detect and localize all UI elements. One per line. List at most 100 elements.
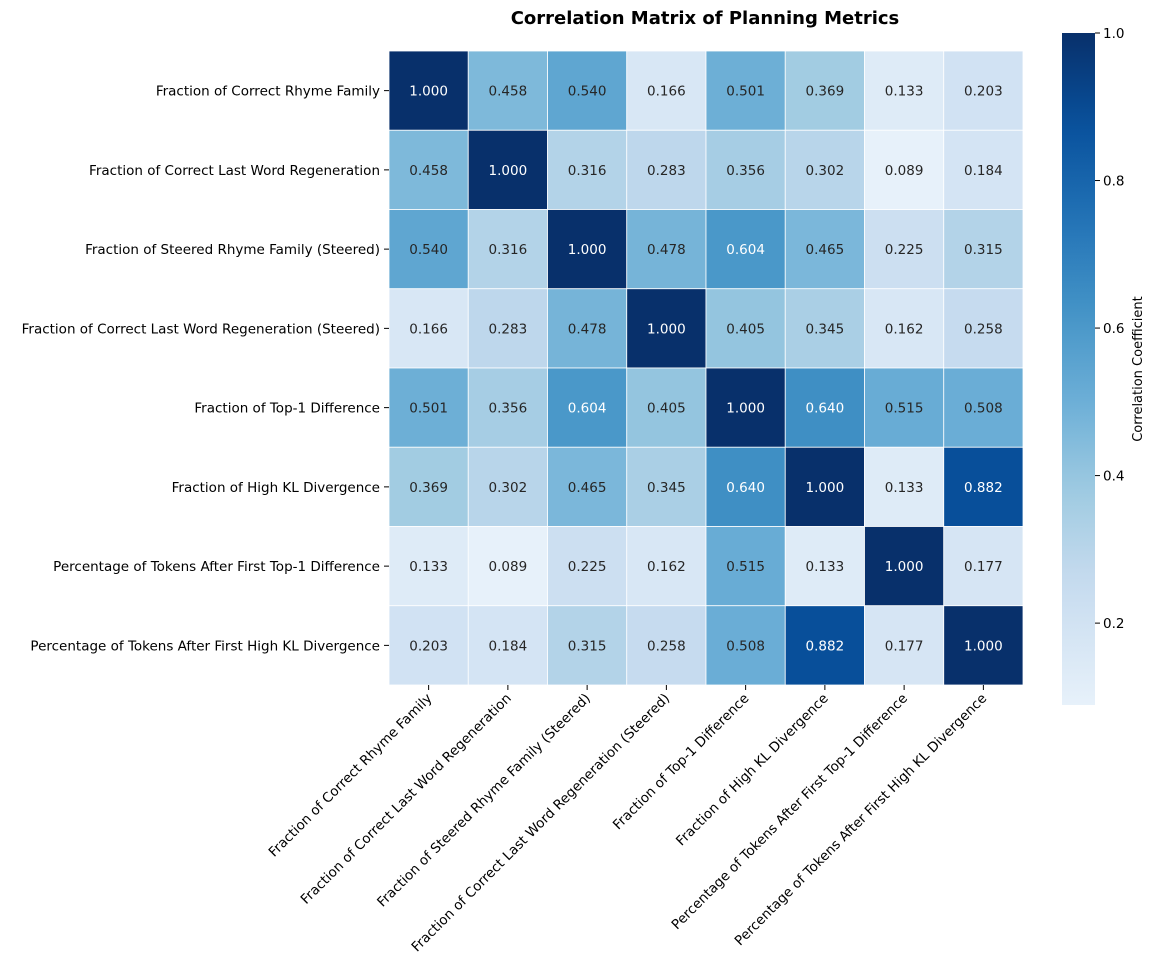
cell-value-label: 0.133 xyxy=(885,84,924,100)
col-labels: Fraction of Correct Rhyme FamilyFraction… xyxy=(266,685,990,956)
heatmap-cell xyxy=(943,526,1024,607)
cell-value-label: 0.315 xyxy=(568,638,607,654)
heatmap-cell xyxy=(943,129,1024,210)
cell-value-label: 1.000 xyxy=(409,84,448,100)
heatmap-cell xyxy=(547,526,628,607)
heatmap-cell xyxy=(547,50,628,131)
x-tick-label: Fraction of Correct Last Word Regenerati… xyxy=(408,691,673,956)
cell-value-label: 0.458 xyxy=(409,163,448,179)
heatmap-cell xyxy=(864,526,945,607)
heatmap-cell xyxy=(705,209,786,290)
heatmap-cells: 1.000 0.458 0.540 0.166 0.501 0.369 0.133 0.203… xyxy=(388,50,1024,686)
heatmap-cell xyxy=(467,209,548,290)
heatmap-cell xyxy=(864,288,945,369)
cell-value-label: 0.345 xyxy=(806,321,845,337)
cell-value-label: 0.501 xyxy=(726,84,765,100)
cell-value-label: 0.133 xyxy=(409,559,448,575)
cell-value-label: 1.000 xyxy=(489,163,528,179)
heatmap-cell xyxy=(388,50,469,131)
heatmap-cell xyxy=(864,129,945,210)
heatmap-cell xyxy=(467,129,548,210)
heatmap-cell xyxy=(784,605,865,686)
cell-value-label: 0.478 xyxy=(568,321,607,337)
cell-value-label: 1.000 xyxy=(885,559,924,575)
cell-value-label: 0.345 xyxy=(647,480,686,496)
cell-value-label: 0.316 xyxy=(489,242,528,258)
cell-value-label: 0.508 xyxy=(964,401,1003,417)
heatmap-cell xyxy=(547,446,628,527)
x-tick-label: Fraction of Correct Rhyme Family xyxy=(266,691,436,861)
heatmap-cell xyxy=(547,209,628,290)
cell-value-label: 0.162 xyxy=(885,321,924,337)
cell-value-label: 0.302 xyxy=(489,480,528,496)
cell-value-label: 1.000 xyxy=(806,480,845,496)
x-tick-label: Fraction of Top-1 Difference xyxy=(610,691,753,834)
cell-value-label: 0.356 xyxy=(489,401,528,417)
heatmap-cell xyxy=(784,526,865,607)
heatmap-cell xyxy=(467,50,548,131)
cell-value-label: 0.177 xyxy=(885,638,924,654)
heatmap-cell xyxy=(705,526,786,607)
heatmap-cell xyxy=(388,526,469,607)
cell-value-label: 0.405 xyxy=(647,401,686,417)
heatmap-cell xyxy=(705,605,786,686)
cell-value-label: 0.465 xyxy=(806,242,845,258)
heatmap-cell xyxy=(864,367,945,448)
colorbar: 0.2 0.4 0.6 0.8 1.0 xyxy=(1062,26,1124,705)
cell-value-label: 0.604 xyxy=(726,242,765,258)
heatmap-cell xyxy=(547,367,628,448)
cell-value-label: 0.604 xyxy=(568,401,607,417)
y-tick-label: Fraction of Steered Rhyme Family (Steere… xyxy=(85,242,380,258)
colorbar-gradient xyxy=(1062,33,1095,705)
heatmap-cell xyxy=(705,367,786,448)
cell-value-label: 0.302 xyxy=(806,163,845,179)
cell-value-label: 0.405 xyxy=(726,321,765,337)
heatmap-cell xyxy=(943,367,1024,448)
heatmap-cell xyxy=(784,50,865,131)
colorbar-tick-label: 0.2 xyxy=(1103,616,1124,632)
cell-value-label: 0.203 xyxy=(964,84,1003,100)
chart-title: Correlation Matrix of Planning Metrics xyxy=(511,8,900,29)
cell-value-label: 0.184 xyxy=(489,638,528,654)
colorbar-tick-label: 0.8 xyxy=(1103,174,1124,190)
heatmap-cell xyxy=(388,288,469,369)
heatmap-cell xyxy=(547,288,628,369)
cell-value-label: 0.458 xyxy=(489,84,528,100)
cell-value-label: 0.225 xyxy=(885,242,924,258)
y-tick-label: Percentage of Tokens After First Top-1 D… xyxy=(53,559,380,575)
cell-value-label: 0.133 xyxy=(885,480,924,496)
heatmap-cell xyxy=(864,209,945,290)
row-labels: Fraction of Correct Rhyme Family Fraction… xyxy=(22,84,389,654)
heatmap-cell xyxy=(467,446,548,527)
heatmap-cell xyxy=(705,288,786,369)
heatmap-cell xyxy=(626,209,707,290)
cell-value-label: 0.515 xyxy=(885,401,924,417)
cell-value-label: 0.465 xyxy=(568,480,607,496)
y-tick-label: Fraction of Correct Last Word Regenerati… xyxy=(89,163,380,179)
cell-value-label: 0.315 xyxy=(964,242,1003,258)
cell-value-label: 0.540 xyxy=(409,242,448,258)
heatmap-cell xyxy=(864,446,945,527)
cell-value-label: 0.501 xyxy=(409,401,448,417)
colorbar-tick-label: 1.0 xyxy=(1103,26,1124,42)
cell-value-label: 1.000 xyxy=(964,638,1003,654)
heatmap-cell xyxy=(626,50,707,131)
heatmap-cell xyxy=(626,129,707,210)
cell-value-label: 0.166 xyxy=(409,321,448,337)
heatmap-cell xyxy=(784,367,865,448)
heatmap-cell xyxy=(784,129,865,210)
cell-value-label: 0.283 xyxy=(489,321,528,337)
cell-value-label: 0.133 xyxy=(806,559,845,575)
colorbar-label: Correlation Coefficient xyxy=(1131,296,1146,442)
x-tick-label: Fraction of High KL Divergence xyxy=(673,691,832,850)
heatmap-cell xyxy=(547,605,628,686)
heatmap-cell xyxy=(943,50,1024,131)
heatmap-cell xyxy=(626,367,707,448)
colorbar-tick-label: 0.6 xyxy=(1103,321,1124,337)
heatmap-cell xyxy=(705,446,786,527)
cell-value-label: 0.089 xyxy=(489,559,528,575)
cell-value-label: 1.000 xyxy=(726,401,765,417)
cell-value-label: 0.258 xyxy=(647,638,686,654)
heatmap-cell xyxy=(388,209,469,290)
